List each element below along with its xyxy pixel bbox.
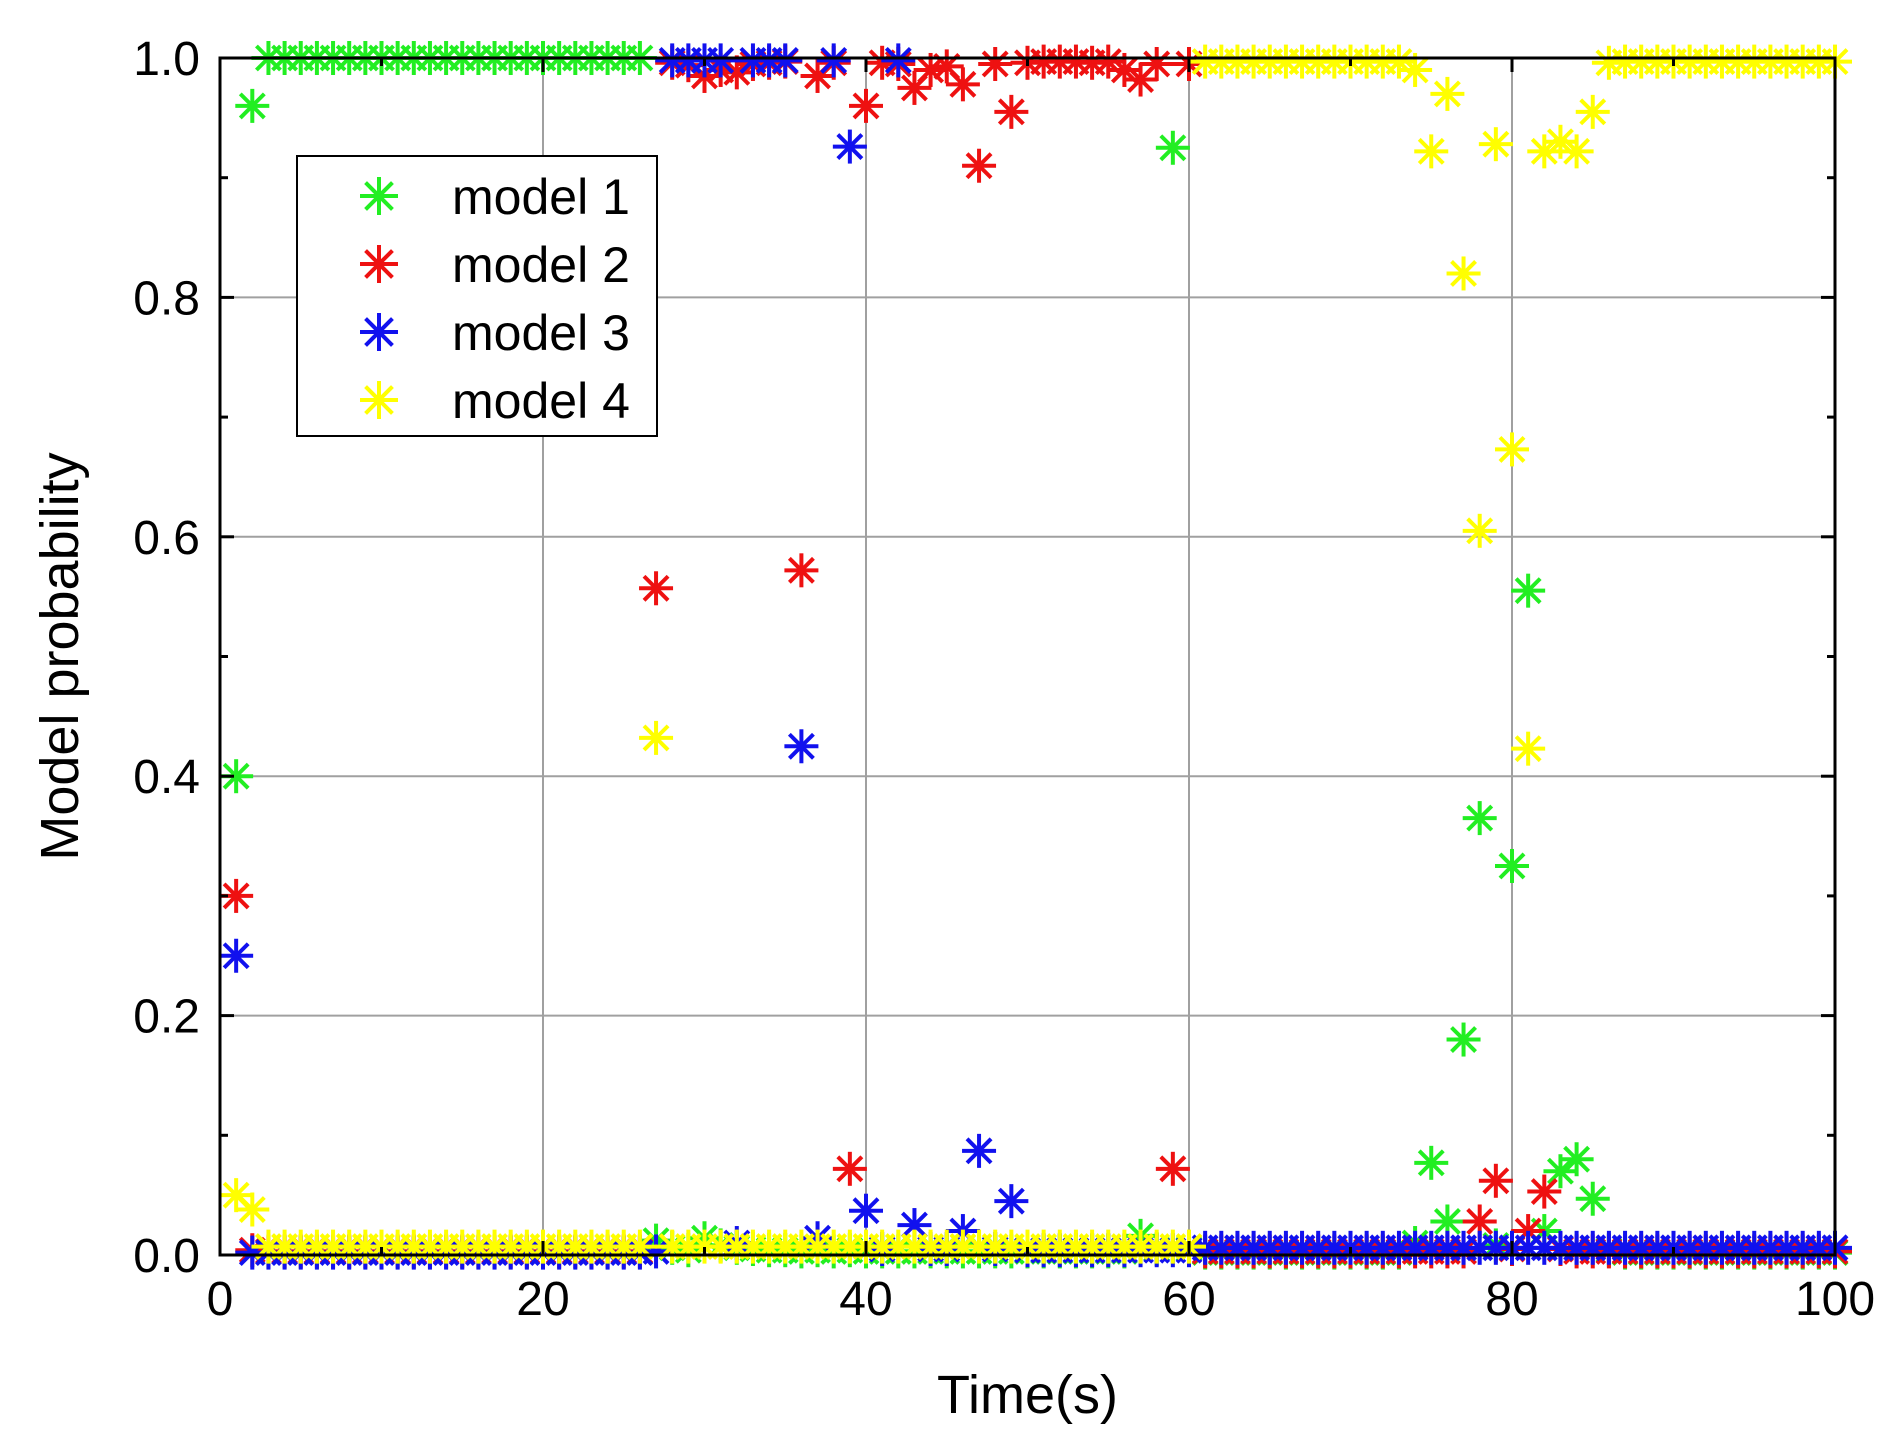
data-point [1559, 134, 1594, 169]
y-tick-label: 0.2 [133, 991, 200, 1044]
data-point [994, 1184, 1029, 1219]
data-point [1139, 46, 1174, 81]
legend-marker [360, 245, 398, 283]
data-point [1462, 801, 1497, 836]
data-point [219, 938, 254, 973]
data-point [1430, 76, 1465, 111]
legend-label: model 2 [452, 237, 630, 293]
legend-box [296, 155, 658, 437]
y-tick-label: 0.4 [133, 751, 200, 804]
data-point [1155, 1151, 1190, 1186]
y-tick-label: 0.6 [133, 512, 200, 565]
data-point [962, 148, 997, 183]
data-point [784, 553, 819, 588]
legend-marker [360, 177, 398, 215]
data-point [1478, 1163, 1513, 1198]
y-axis-title: Model probability [30, 452, 90, 860]
y-tick-label: 0.0 [133, 1230, 200, 1283]
data-point [849, 1193, 883, 1228]
data-point [1414, 134, 1449, 169]
data-point [703, 43, 738, 78]
x-tick-label: 20 [516, 1273, 569, 1326]
legend-marker [360, 381, 398, 419]
data-point [1575, 1181, 1610, 1216]
data-point [1495, 848, 1529, 883]
data-point [1446, 1022, 1481, 1057]
data-point [219, 759, 254, 794]
legend-label: model 3 [452, 305, 630, 361]
y-tick-label: 0.8 [133, 272, 200, 325]
data-points [219, 41, 1852, 1270]
data-point [622, 1229, 657, 1264]
grid [220, 58, 1835, 1255]
data-point [1511, 573, 1546, 608]
data-point [1527, 1174, 1562, 1209]
data-point [945, 67, 980, 102]
data-point [1462, 513, 1497, 548]
legend-label: model 4 [452, 373, 630, 429]
data-point [1559, 1142, 1594, 1177]
data-point [897, 1208, 932, 1243]
x-tick-label: 60 [1162, 1273, 1215, 1326]
x-tick-label: 40 [839, 1273, 892, 1326]
data-point [1511, 731, 1546, 766]
data-point [1446, 256, 1481, 291]
axis-ticks [218, 56, 1837, 1257]
data-point [1155, 130, 1190, 165]
data-point [929, 49, 964, 84]
data-point [1478, 127, 1513, 162]
tick-labels: 0 20 40 60 80 100 0.0 0.2 0.4 0.6 0.8 1.0 [133, 33, 1875, 1326]
data-point [881, 43, 916, 78]
data-point [994, 94, 1029, 129]
data-point [816, 43, 851, 78]
data-point [768, 43, 803, 78]
data-point [1414, 1145, 1449, 1180]
series-4 [219, 44, 1852, 1264]
data-point [1575, 94, 1610, 129]
data-point [832, 129, 867, 164]
y-tick-label: 1.0 [133, 33, 200, 86]
legend-label: model 1 [452, 169, 630, 225]
data-point [219, 1178, 254, 1213]
data-point [639, 720, 674, 755]
x-tick-label: 0 [207, 1273, 234, 1326]
data-point [962, 1133, 997, 1168]
legend-marker [360, 313, 398, 351]
data-point [832, 1151, 867, 1186]
data-point [639, 571, 674, 606]
data-point [235, 1192, 270, 1227]
data-point [1495, 432, 1529, 467]
legend: model 1 model 2 model 3 model 4 [296, 155, 658, 437]
data-point [235, 88, 270, 123]
data-point [978, 46, 1013, 81]
x-tick-label: 100 [1795, 1273, 1875, 1326]
data-point [784, 729, 819, 764]
x-axis-title: Time(s) [937, 1365, 1118, 1425]
x-tick-label: 80 [1485, 1273, 1538, 1326]
data-point [849, 88, 883, 123]
